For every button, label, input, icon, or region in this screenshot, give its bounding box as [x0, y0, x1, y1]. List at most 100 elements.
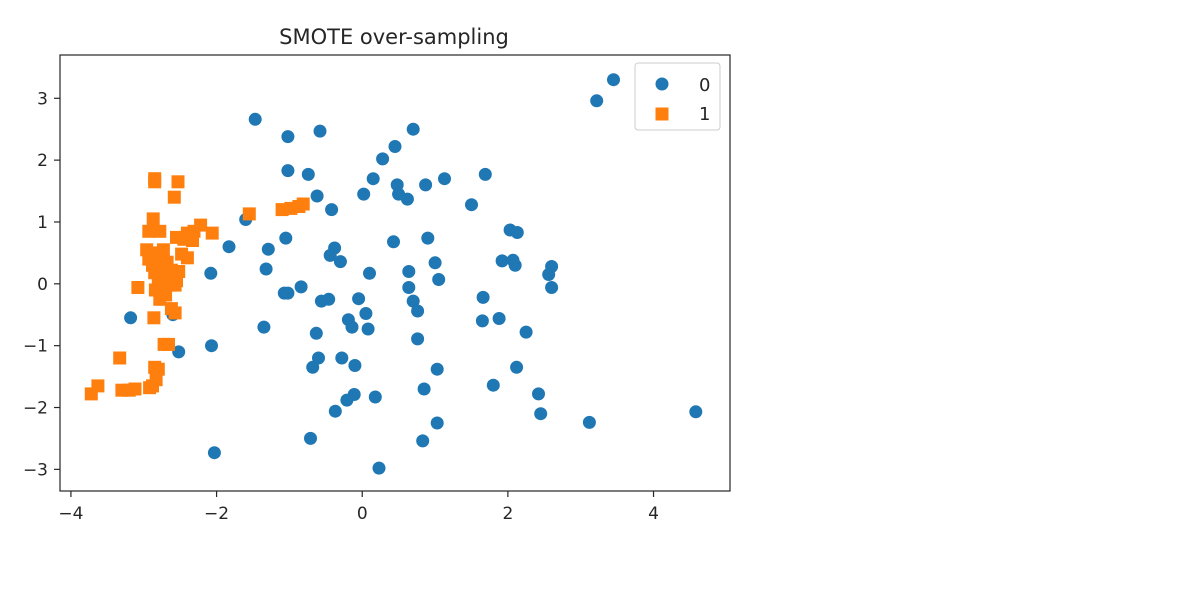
data-point-series-0-7 — [376, 152, 390, 166]
data-point-series-0-10 — [478, 167, 492, 181]
data-point-series-0-52 — [411, 304, 425, 318]
data-point-series-0-8 — [281, 164, 295, 178]
chart-title: SMOTE over-sampling — [279, 25, 509, 49]
data-points — [84, 73, 703, 475]
data-point-series-0-60 — [257, 320, 271, 334]
data-point-series-0-37 — [259, 262, 273, 276]
data-point-series-0-16 — [310, 189, 324, 203]
data-point-series-0-38 — [402, 265, 416, 278]
data-point-series-0-61 — [309, 326, 323, 340]
data-point-series-0-80 — [689, 405, 703, 419]
data-point-series-0-82 — [430, 416, 444, 430]
legend-marker-0 — [655, 77, 669, 91]
data-point-series-0-43 — [294, 280, 308, 294]
x-tick-label: −4 — [58, 504, 83, 524]
data-point-series-0-33 — [495, 254, 509, 268]
data-point-series-0-30 — [323, 248, 337, 262]
data-point-series-0-59 — [361, 322, 375, 336]
y-tick-label: −3 — [23, 460, 48, 480]
data-point-series-0-32 — [428, 256, 442, 270]
data-point-series-0-31 — [333, 255, 347, 269]
data-point-series-0-23 — [510, 226, 524, 239]
data-point-series-1-46 — [153, 292, 167, 306]
data-point-series-0-69 — [306, 360, 320, 374]
data-point-series-0-56 — [492, 312, 506, 325]
y-tick-label: 1 — [37, 213, 48, 233]
y-axis: −3 −2 −1 0 1 2 3 — [23, 89, 60, 480]
data-point-series-0-78 — [328, 404, 342, 418]
data-point-series-1-10 — [153, 224, 167, 238]
legend-label-1: 1 — [699, 104, 710, 125]
data-point-series-0-85 — [207, 446, 221, 460]
data-point-series-0-2 — [248, 112, 262, 126]
data-point-series-0-26 — [387, 235, 400, 249]
legend-label-0: 0 — [699, 75, 710, 96]
x-tick-label: 4 — [648, 504, 659, 524]
data-point-series-0-39 — [204, 266, 218, 280]
data-point-series-1-51 — [162, 337, 175, 351]
data-point-series-0-42 — [432, 273, 446, 286]
data-point-series-0-76 — [368, 390, 382, 404]
x-tick-label: 2 — [502, 504, 513, 524]
data-point-series-1-11 — [142, 224, 156, 238]
data-point-series-0-68 — [348, 359, 362, 372]
data-point-series-0-51 — [476, 290, 490, 304]
data-point-series-0-77 — [532, 387, 545, 401]
data-point-series-0-67 — [312, 351, 325, 365]
data-point-series-0-79 — [534, 407, 548, 421]
data-point-series-0-57 — [124, 311, 138, 325]
y-tick-label: 3 — [37, 89, 48, 109]
data-point-series-0-48 — [314, 294, 328, 308]
data-point-series-1-15 — [205, 226, 219, 240]
data-point-series-1-43 — [131, 281, 145, 294]
data-point-series-0-19 — [465, 198, 478, 212]
data-point-series-0-18 — [400, 192, 414, 206]
data-point-series-0-70 — [510, 360, 524, 374]
data-point-series-0-1 — [590, 94, 604, 108]
data-point-series-1-2 — [171, 175, 185, 189]
data-point-series-1-42 — [168, 278, 182, 292]
data-point-series-0-62 — [519, 325, 533, 339]
data-point-series-0-65 — [172, 345, 186, 359]
x-tick-label: −2 — [204, 504, 229, 524]
legend-marker-1 — [655, 107, 669, 121]
data-point-series-0-84 — [416, 434, 430, 448]
data-point-series-1-49 — [147, 311, 161, 325]
data-point-series-0-3 — [281, 130, 295, 144]
data-point-series-0-63 — [411, 332, 425, 346]
data-point-series-1-61 — [143, 381, 157, 395]
data-point-series-0-81 — [582, 415, 596, 429]
data-point-series-0-49 — [352, 292, 366, 306]
data-point-series-0-66 — [335, 351, 349, 365]
data-point-series-0-0 — [607, 73, 620, 87]
data-point-series-0-71 — [430, 362, 444, 376]
data-point-series-0-75 — [340, 393, 354, 407]
data-point-series-0-53 — [359, 307, 373, 320]
data-point-series-0-9 — [301, 167, 315, 181]
data-point-series-0-64 — [205, 339, 218, 353]
x-axis: −4 −2 0 2 4 — [58, 491, 659, 524]
data-point-series-0-14 — [419, 178, 433, 192]
data-point-series-0-11 — [366, 172, 380, 186]
data-point-series-0-4 — [313, 124, 327, 138]
y-tick-label: −2 — [23, 399, 48, 419]
data-point-series-0-83 — [304, 431, 317, 445]
data-point-series-1-54 — [151, 362, 165, 376]
data-point-series-0-12 — [438, 172, 451, 186]
data-point-series-1-3 — [167, 190, 181, 204]
data-point-series-0-73 — [417, 382, 431, 396]
legend: 0 1 — [634, 62, 721, 131]
data-point-series-0-86 — [372, 461, 386, 475]
data-point-series-1-4 — [242, 207, 256, 221]
y-tick-label: 0 — [37, 275, 48, 295]
plot-area: −4 −2 0 2 4 −3 −2 −1 0 1 2 3 — [23, 54, 731, 524]
data-point-series-0-58 — [345, 320, 359, 334]
data-point-series-1-58 — [84, 387, 98, 401]
data-point-series-0-6 — [388, 140, 402, 153]
data-point-series-0-28 — [261, 242, 275, 256]
data-point-series-0-45 — [545, 281, 559, 294]
x-tick-label: 0 — [357, 504, 368, 524]
data-point-series-0-35 — [508, 258, 522, 272]
data-point-series-1-62 — [122, 383, 136, 397]
data-point-series-1-48 — [168, 306, 182, 320]
